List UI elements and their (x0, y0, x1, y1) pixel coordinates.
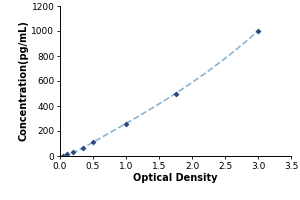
Y-axis label: Concentration(pg/mL): Concentration(pg/mL) (19, 21, 29, 141)
X-axis label: Optical Density: Optical Density (133, 173, 218, 183)
